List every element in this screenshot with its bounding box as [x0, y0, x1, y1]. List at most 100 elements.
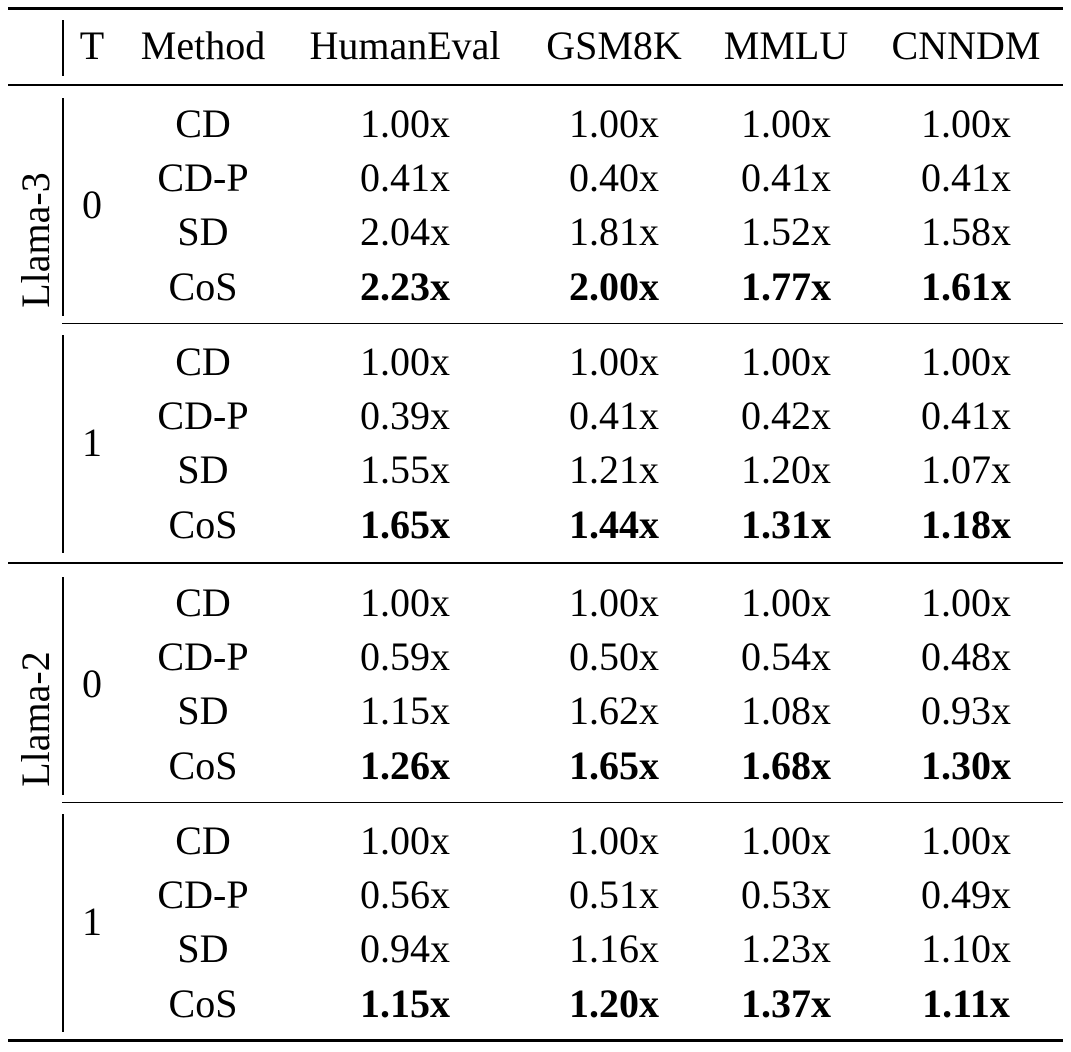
- value-cell: 2.00x: [569, 263, 659, 309]
- temperature-cell: 1: [82, 420, 102, 466]
- value-cell: 1.62x: [569, 688, 659, 734]
- header-t: T: [79, 23, 105, 68]
- header-gsm8k: GSM8K: [546, 23, 682, 68]
- value-cell: 1.55x: [360, 447, 450, 493]
- value-cell: 1.00x: [360, 580, 450, 625]
- value-cell: 1.65x: [569, 742, 659, 788]
- value-cell: 1.00x: [921, 818, 1011, 863]
- header-rule: [8, 84, 1063, 86]
- method-cell: CoS: [168, 980, 238, 1026]
- group-divider-rule: [8, 562, 1063, 564]
- value-cell: 0.51x: [569, 872, 659, 918]
- value-cell: 1.26x: [360, 742, 450, 788]
- method-cell: CD: [175, 101, 231, 146]
- value-cell: 0.40x: [569, 155, 659, 201]
- block-rule: [62, 323, 1063, 324]
- value-cell: 0.94x: [360, 926, 450, 972]
- model-label: Llama-2: [13, 651, 58, 787]
- value-cell: 1.61x: [921, 263, 1011, 309]
- value-cell: 1.00x: [921, 339, 1011, 384]
- value-cell: 1.08x: [741, 688, 831, 734]
- temperature-cell: 0: [82, 182, 102, 228]
- value-cell: 0.41x: [741, 155, 831, 201]
- value-cell: 2.04x: [360, 209, 450, 255]
- value-cell: 1.11x: [922, 980, 1010, 1026]
- value-cell: 0.56x: [360, 872, 450, 918]
- value-cell: 1.00x: [741, 101, 831, 146]
- value-cell: 0.54x: [741, 634, 831, 680]
- value-cell: 1.37x: [741, 980, 831, 1026]
- value-cell: 0.41x: [921, 393, 1011, 439]
- value-cell: 0.41x: [360, 155, 450, 201]
- method-cell: CoS: [168, 501, 238, 547]
- value-cell: 1.30x: [921, 742, 1011, 788]
- method-cell: SD: [177, 688, 229, 734]
- value-cell: 1.77x: [741, 263, 831, 309]
- block-rule: [62, 802, 1063, 803]
- value-cell: 1.00x: [360, 818, 450, 863]
- value-cell: 0.50x: [569, 634, 659, 680]
- value-cell: 1.00x: [741, 818, 831, 863]
- value-cell: 1.15x: [360, 980, 450, 1026]
- value-cell: 1.31x: [741, 501, 831, 547]
- bottom-rule: [8, 1039, 1063, 1042]
- value-cell: 0.53x: [741, 872, 831, 918]
- value-cell: 1.21x: [569, 447, 659, 493]
- method-cell: SD: [177, 447, 229, 493]
- value-cell: 1.00x: [741, 580, 831, 625]
- method-cell: CD-P: [157, 634, 249, 680]
- model-label: Llama-3: [13, 172, 58, 308]
- value-cell: 1.68x: [741, 742, 831, 788]
- value-cell: 1.00x: [569, 818, 659, 863]
- value-cell: 0.48x: [921, 634, 1011, 680]
- value-cell: 2.23x: [360, 263, 450, 309]
- value-cell: 0.93x: [921, 688, 1011, 734]
- header-method: Method: [140, 23, 266, 68]
- value-cell: 0.42x: [741, 393, 831, 439]
- value-cell: 1.81x: [569, 209, 659, 255]
- header-mmlu: MMLU: [723, 23, 849, 68]
- method-cell: CD-P: [157, 872, 249, 918]
- method-cell: CD: [175, 339, 231, 384]
- value-cell: 1.00x: [921, 101, 1011, 146]
- value-cell: 1.00x: [360, 339, 450, 384]
- value-cell: 1.18x: [921, 501, 1011, 547]
- value-cell: 1.00x: [921, 580, 1011, 625]
- value-cell: 1.52x: [741, 209, 831, 255]
- value-cell: 1.16x: [569, 926, 659, 972]
- value-cell: 1.65x: [360, 501, 450, 547]
- value-cell: 0.41x: [569, 393, 659, 439]
- header-humaneval: HumanEval: [309, 23, 501, 68]
- value-cell: 1.23x: [741, 926, 831, 972]
- block-vrule: [62, 98, 64, 316]
- value-cell: 1.15x: [360, 688, 450, 734]
- method-cell: CoS: [168, 263, 238, 309]
- header-cnndm: CNNDM: [891, 23, 1041, 68]
- value-cell: 1.58x: [921, 209, 1011, 255]
- value-cell: 0.49x: [921, 872, 1011, 918]
- value-cell: 0.41x: [921, 155, 1011, 201]
- value-cell: 0.39x: [360, 393, 450, 439]
- value-cell: 1.20x: [741, 447, 831, 493]
- method-cell: CoS: [168, 742, 238, 788]
- temperature-cell: 0: [82, 661, 102, 707]
- block-vrule: [62, 814, 64, 1032]
- method-cell: CD-P: [157, 155, 249, 201]
- method-cell: CD-P: [157, 393, 249, 439]
- value-cell: 1.07x: [921, 447, 1011, 493]
- method-cell: SD: [177, 926, 229, 972]
- value-cell: 1.00x: [569, 580, 659, 625]
- value-cell: 1.00x: [741, 339, 831, 384]
- value-cell: 1.00x: [360, 101, 450, 146]
- block-vrule: [62, 335, 64, 553]
- value-cell: 1.10x: [921, 926, 1011, 972]
- value-cell: 0.59x: [360, 634, 450, 680]
- value-cell: 1.20x: [569, 980, 659, 1026]
- method-cell: CD: [175, 580, 231, 625]
- method-cell: SD: [177, 209, 229, 255]
- value-cell: 1.00x: [569, 101, 659, 146]
- value-cell: 1.44x: [569, 501, 659, 547]
- block-vrule: [62, 577, 64, 795]
- value-cell: 1.00x: [569, 339, 659, 384]
